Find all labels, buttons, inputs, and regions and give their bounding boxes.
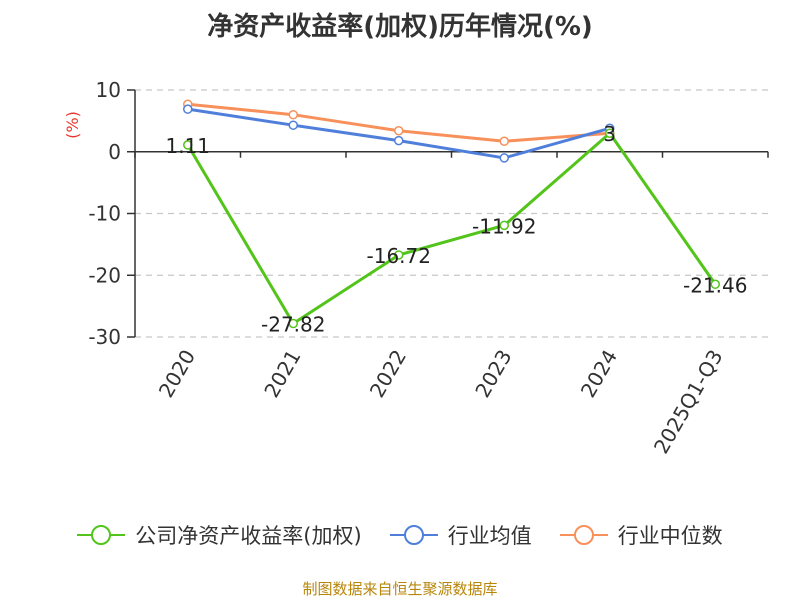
x-tick-label: 2024 — [576, 346, 622, 402]
data-point — [288, 120, 298, 130]
data-point — [183, 140, 193, 150]
x-tick-label: 2025Q1-Q3 — [649, 346, 728, 458]
series-line-company — [186, 131, 717, 326]
y-axis-unit-label: (%) — [63, 111, 82, 139]
legend-line-circle-icon — [559, 525, 608, 545]
data-label: 3 — [603, 122, 616, 146]
y-tick-label: 0 — [108, 140, 121, 164]
data-point — [710, 279, 720, 290]
chart-title: 净资产收益率(加权)历年情况(%) — [207, 12, 593, 42]
x-tick-label: 2022 — [365, 346, 411, 402]
y-tick-label: 10 — [96, 78, 121, 102]
data-point — [288, 318, 298, 329]
x-tick-label: 2021 — [259, 346, 305, 402]
legend-item-industry-median[interactable]: 行业中位数 — [559, 520, 723, 550]
legend-line-circle-icon — [77, 525, 126, 545]
legend: 公司净资产收益率(加权) 行业均值 行业中位数 — [0, 520, 800, 550]
x-tick-label: 2023 — [470, 346, 516, 402]
data-point — [605, 128, 615, 138]
data-point — [394, 126, 404, 136]
legend-label-industry-average: 行业均值 — [447, 524, 532, 548]
legend-line-circle-icon — [389, 525, 438, 545]
legend-label-industry-median: 行业中位数 — [617, 524, 723, 548]
legend-label-company: 公司净资产收益率(加权) — [135, 524, 362, 548]
y-tick-label: -20 — [88, 263, 121, 287]
y-tick-label: -10 — [88, 202, 121, 226]
data-label: -21.46 — [683, 273, 747, 297]
data-point — [394, 135, 404, 146]
source-note: 制图数据来自恒生聚源数据库 — [302, 580, 498, 598]
data-point — [499, 153, 509, 163]
legend-item-industry-average[interactable]: 行业均值 — [389, 520, 532, 550]
series-line-industry-median — [187, 102, 610, 143]
legend-item-company[interactable]: 公司净资产收益率(加权) — [77, 520, 362, 550]
y-tick-label: -30 — [88, 325, 121, 349]
data-label: -27.82 — [261, 313, 325, 337]
data-point — [499, 136, 509, 147]
data-point — [394, 250, 404, 260]
x-tick-label: 2020 — [154, 346, 200, 402]
data-label: -16.72 — [367, 244, 431, 268]
data-point — [288, 109, 298, 120]
data-point — [183, 104, 193, 114]
data-label: -11.92 — [472, 214, 536, 238]
data-label: 1.11 — [165, 134, 210, 158]
data-point — [499, 220, 509, 231]
